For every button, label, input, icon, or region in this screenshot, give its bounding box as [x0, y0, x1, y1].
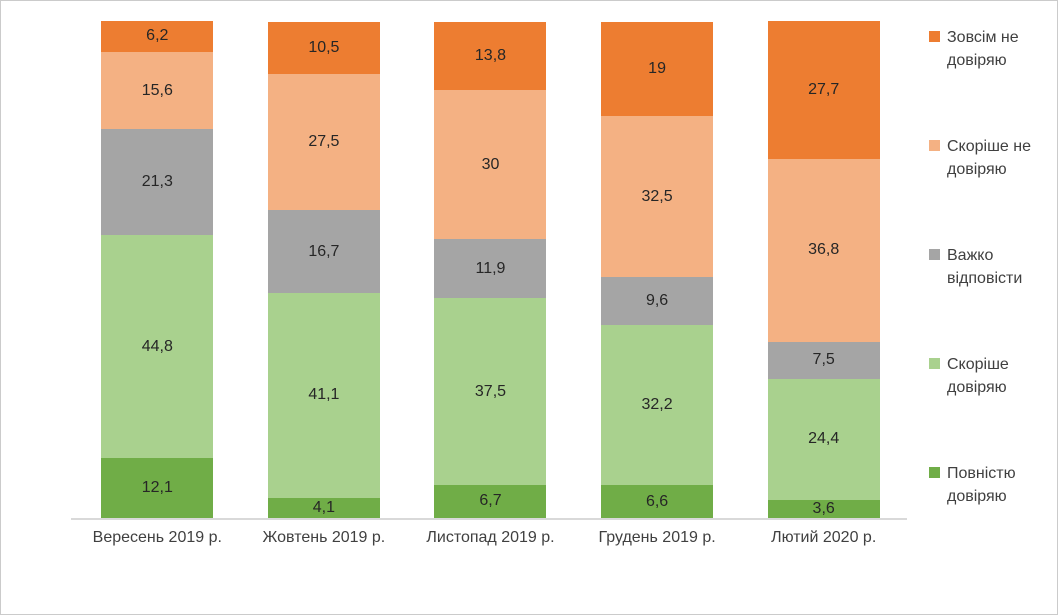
bar-segment[interactable]: 32,2	[601, 325, 714, 486]
data-label: 7,5	[812, 351, 835, 369]
bar-segment[interactable]: 44,8	[101, 235, 214, 458]
bar-slot: 6,7 37,5 11,9 30 13,8	[407, 21, 574, 518]
legend-swatch-icon	[929, 249, 940, 260]
data-label: 12,1	[141, 478, 173, 496]
bar-segment[interactable]: 3,6	[767, 500, 880, 518]
bar-segment[interactable]: 6,6	[601, 485, 714, 518]
legend: Зовсім не довіряю Скоріше не довіряю Важко…	[929, 26, 1055, 508]
legend-item[interactable]: Скоріше не довіряю	[929, 135, 1055, 181]
bar-segment[interactable]: 10,5	[267, 21, 380, 74]
bar-segment[interactable]: 15,6	[101, 51, 214, 130]
bar-slot: 6,6 32,2 9,6 32,5 19	[574, 21, 741, 518]
data-label: 6,7	[479, 492, 502, 510]
bar-segment[interactable]: 7,5	[767, 341, 880, 379]
legend-item[interactable]: Зовсім не довіряю	[929, 26, 1055, 72]
bar-segment[interactable]: 30	[434, 90, 547, 240]
data-label: 32,5	[641, 187, 673, 205]
data-label: 19	[648, 59, 666, 77]
legend-label: Скоріше довіряю	[947, 356, 1009, 396]
stacked-bar: 6,7 37,5 11,9 30 13,8	[434, 21, 547, 518]
data-label: 6,6	[645, 492, 669, 510]
bar-slot: 3,6 24,4 7,5 36,8 27,7	[740, 21, 907, 518]
bar-segment[interactable]: 4,1	[267, 497, 380, 518]
legend-label: Зовсім не довіряю	[947, 29, 1019, 69]
data-label: 24,4	[808, 430, 840, 448]
data-label: 21,3	[141, 173, 173, 191]
bar-segment[interactable]: 6,7	[434, 484, 547, 518]
data-label: 10,5	[308, 38, 340, 56]
bar-segment[interactable]: 21,3	[101, 129, 214, 236]
stacked-bar: 6,6 32,2 9,6 32,5 19	[601, 21, 714, 518]
data-label: 41,1	[308, 386, 340, 404]
data-label: 27,7	[808, 80, 840, 98]
category-label: Лютий 2020 р.	[771, 529, 877, 546]
category-label: Листопад 2019 р.	[426, 529, 555, 546]
bar-segment[interactable]: 19	[601, 21, 714, 116]
bar-segment[interactable]: 32,5	[601, 115, 714, 278]
data-label: 36,8	[808, 241, 840, 259]
legend-item[interactable]: Повністю довіряю	[929, 462, 1055, 508]
bar-slot: 12,1 44,8 21,3 15,6 6,2	[74, 21, 241, 518]
bar-segment[interactable]: 11,9	[434, 239, 547, 299]
data-label: 27,5	[308, 133, 340, 151]
bar-segment[interactable]: 41,1	[267, 293, 380, 498]
data-label: 4,1	[312, 498, 336, 516]
bar-segment[interactable]: 9,6	[601, 277, 714, 326]
bar-segment[interactable]: 27,5	[267, 73, 380, 211]
legend-label: Скоріше не довіряю	[947, 138, 1031, 178]
legend-swatch-icon	[929, 31, 940, 42]
data-label: 11,9	[475, 259, 506, 277]
category-axis: Вересень 2019 р. Жовтень 2019 р. Листопад …	[74, 529, 907, 547]
plot-area: 12,1 44,8 21,3 15,6 6,2 4,1 41,1 16,7 27,5 10,5 6,…	[74, 21, 907, 518]
data-label: 9,6	[645, 292, 669, 310]
bar-segment[interactable]: 27,7	[767, 21, 880, 159]
legend-label: Важко відповісти	[947, 247, 1023, 287]
data-label: 30	[481, 155, 500, 173]
data-label: 32,2	[641, 396, 673, 414]
legend-swatch-icon	[929, 358, 940, 369]
bar-segment[interactable]: 13,8	[434, 21, 547, 91]
data-label: 44,8	[141, 337, 173, 355]
bar-segment[interactable]: 12,1	[101, 457, 214, 518]
data-label: 13,8	[474, 46, 507, 64]
bar-segment[interactable]: 16,7	[267, 210, 380, 294]
category-label: Жовтень 2019 р.	[262, 529, 386, 546]
category-label: Грудень 2019 р.	[598, 529, 716, 546]
bar-segment[interactable]: 37,5	[434, 298, 547, 485]
bar-slot: 4,1 41,1 16,7 27,5 10,5	[241, 21, 408, 518]
legend-item[interactable]: Скоріше довіряю	[929, 353, 1055, 399]
data-label: 16,7	[308, 242, 340, 260]
stacked-bar: 3,6 24,4 7,5 36,8 27,7	[767, 21, 880, 518]
stacked-bar: 12,1 44,8 21,3 15,6 6,2	[101, 21, 214, 518]
data-label: 37,5	[474, 382, 507, 400]
data-label: 3,6	[812, 500, 835, 518]
bar-segment[interactable]: 24,4	[767, 378, 880, 501]
legend-swatch-icon	[929, 140, 940, 151]
data-label: 15,6	[141, 81, 173, 99]
legend-swatch-icon	[929, 467, 940, 478]
category-label: Вересень 2019 р.	[92, 529, 222, 546]
bar-segment[interactable]: 36,8	[767, 158, 880, 342]
data-label: 6,2	[146, 27, 169, 45]
legend-label: Повністю довіряю	[947, 465, 1016, 505]
stacked-bar: 4,1 41,1 16,7 27,5 10,5	[267, 21, 380, 518]
bar-segment[interactable]: 6,2	[101, 21, 214, 52]
x-axis-line	[71, 518, 907, 520]
legend-item[interactable]: Важко відповісти	[929, 244, 1055, 290]
